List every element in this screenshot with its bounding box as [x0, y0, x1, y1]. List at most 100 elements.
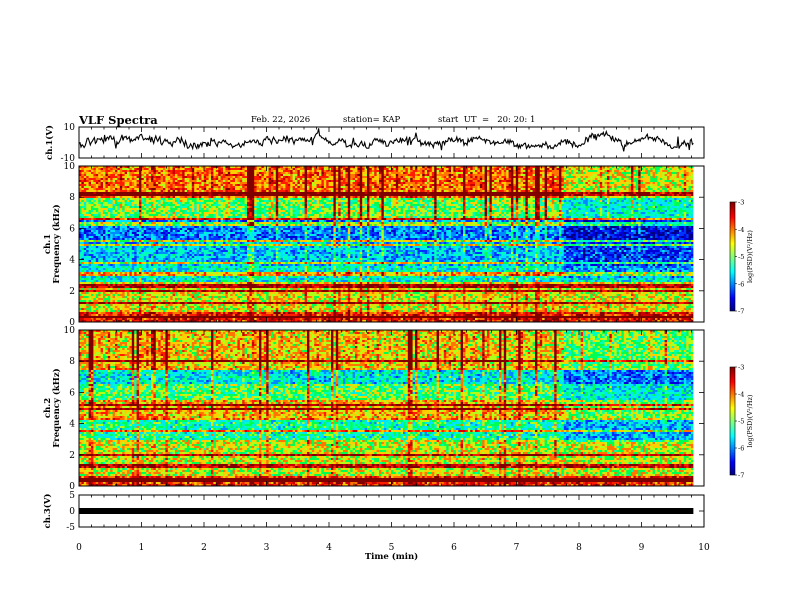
ch1-spectrogram-cell-run	[221, 174, 224, 176]
ch1-spectrogram-cell-run	[425, 174, 428, 176]
ch1-spectrogram-cell-run	[545, 168, 548, 170]
ch1-spectrogram-cell-run	[365, 168, 368, 170]
ch1-spectrogram-cell-run	[437, 174, 449, 176]
ch1-spectrogram-cell-run	[225, 176, 233, 178]
ch1-spectrogram-cell-run	[367, 176, 370, 178]
ch1-spectrogram-cell-run	[302, 172, 305, 174]
ch1-spectrogram-cell-run	[629, 176, 632, 178]
ch1-spectrogram-cell-run	[641, 172, 646, 174]
ch1-spectrogram-cell-run	[410, 172, 415, 174]
ch1-spectrogram-cell-run	[684, 176, 687, 178]
ch1-spectrogram-cell-run	[434, 168, 437, 170]
ch1-spectrogram-cell-run	[194, 172, 197, 174]
ch1-spectrogram-cell-run	[636, 168, 639, 170]
ch1-spectrogram-cell-run	[475, 170, 478, 172]
ch1-spectrogram-cell-run	[369, 172, 372, 174]
ch1-spectrogram-cell-run	[420, 168, 425, 170]
ch1-spectrogram-cell-run	[552, 174, 555, 176]
ch1-spectrogram-cell-run	[345, 172, 348, 174]
ch1-spectrogram-cell-run	[213, 174, 216, 176]
ch1-spectrogram-cell-run	[528, 168, 533, 170]
ch1-spectrogram-cell-run	[122, 178, 125, 180]
ch1-spectrogram-cell-run	[307, 174, 310, 176]
ch1-spectrogram-cell-run	[297, 176, 305, 178]
ch1-spectrogram-cell-run	[297, 168, 300, 170]
ch1-spectrogram-cell-run	[516, 176, 519, 178]
ch1-spectrogram-cell-run	[573, 176, 576, 178]
ch1-spectrogram-cell-run	[177, 176, 182, 178]
ch1-spectrogram-cell-run	[408, 172, 411, 174]
ch1-spectrogram-cell-run	[665, 168, 668, 170]
ch1-spectrogram-cell-run	[168, 174, 171, 176]
ch1-spectrogram-cell-run	[453, 174, 456, 176]
ch1-spectrogram-cell-run	[336, 172, 339, 174]
ch1-spectrogram-cell-run	[211, 176, 214, 178]
ch1-spectrogram-cell-run	[679, 176, 682, 178]
ch1-spectrogram-cell-run	[432, 170, 435, 172]
ch1-spectrogram-cell-run	[206, 176, 209, 178]
ch1-spectrogram-cell-run	[427, 170, 430, 172]
ch1-spectrogram-cell-run	[247, 168, 255, 170]
ch1-spectrogram-cell-run	[588, 176, 591, 178]
ch1-spectrogram-cell-run	[523, 176, 526, 178]
ch1-spectrogram-cell-run	[257, 168, 260, 170]
ch1-spectrogram-cell-run	[245, 170, 248, 172]
ch1-spectrogram-cell-run	[446, 176, 449, 178]
ch1-spectrogram-cell-run	[223, 174, 226, 176]
ch1-spectrogram-cell-run	[638, 174, 641, 176]
ch1-spectrogram-cell-run	[633, 172, 636, 174]
ch1-spectrogram-cell-run	[422, 170, 425, 172]
ch1-spectrogram-cell-run	[309, 174, 314, 176]
ch1-spectrogram-cell-run	[127, 170, 130, 172]
ch1-spectrogram-cell-run	[343, 168, 346, 170]
ch1-spectrogram-cell-run	[679, 168, 682, 170]
ch1-spectrogram-cell-run	[528, 176, 531, 178]
ch1-spectrogram-cell-run	[417, 168, 420, 170]
ch1-spectrogram-cell-run	[581, 170, 584, 172]
ch1-spectrogram-cell-run	[264, 172, 267, 174]
ch1-spectrogram-cell-run	[667, 176, 670, 178]
ch1-spectrogram-cell-run	[230, 170, 238, 172]
ch1-spectrogram-cell-run	[535, 176, 540, 178]
ch1-spectrogram-cell-run	[422, 172, 425, 174]
ch1-spectrogram-cell-run	[521, 176, 524, 178]
ch1-spectrogram-cell-run	[182, 174, 185, 176]
ch1-spectrogram-cell-run	[180, 168, 185, 170]
ch1-spectrogram-cell-run	[621, 168, 624, 170]
ch1-spectrogram-cell-run	[129, 172, 134, 174]
ch1-spectrogram-cell-run	[360, 176, 363, 178]
ch1-spectrogram-cell-run	[624, 170, 627, 172]
ch1-spectrogram-cell-run	[165, 170, 168, 172]
ch1-spectrogram-cell-run	[638, 176, 641, 178]
ch1-spectrogram-cell-run	[233, 176, 236, 178]
ch1-spectrogram-cell-run	[633, 168, 636, 170]
ch1-spectrogram-cell-run	[141, 172, 144, 174]
ch1-spectrogram-cell-run	[264, 176, 267, 178]
ch1-spectrogram-cell-run	[525, 172, 528, 174]
ch1-spectrogram-cell-run	[290, 172, 293, 174]
ch1-spectrogram-cell-run	[101, 168, 104, 170]
ch1-spectrogram-cell-run	[302, 174, 305, 176]
ch1-spectrogram-cell-run	[571, 168, 576, 170]
ch1-spectrogram-cell-run	[187, 170, 190, 172]
ch1-spectrogram-cell-run	[199, 176, 202, 178]
ch1-spectrogram-cell-run	[401, 168, 404, 170]
ch1-spectrogram-cell-run	[410, 176, 413, 178]
ch1-spectrogram-cell-run	[317, 168, 320, 170]
ch1-spectrogram-cell-run	[631, 170, 634, 172]
ch1-spectrogram-cell-run	[345, 168, 350, 170]
ch1-spectrogram-cell-run	[552, 170, 560, 172]
ch1-spectrogram-cell-run	[204, 172, 207, 174]
ch1-spectrogram-cell-run	[465, 170, 468, 172]
ch1-spectrogram-cell-run	[132, 168, 135, 170]
ch1-spectrogram-cell-run	[194, 168, 204, 170]
ch1-spectrogram-cell-run	[386, 170, 389, 172]
ch1-spectrogram-cell-run	[597, 168, 600, 170]
ch1-spectrogram-cell-run	[240, 170, 245, 172]
ch1-spectrogram-cell-run	[597, 174, 600, 176]
ch1-spectrogram-cell-run	[134, 168, 137, 170]
ch1-spectrogram-cell-run	[278, 172, 281, 174]
ch1-spectrogram-cell-run	[317, 174, 320, 176]
ch1-spectrogram-cell-run	[626, 170, 629, 172]
ch1-spectrogram-cell-run	[197, 170, 202, 172]
